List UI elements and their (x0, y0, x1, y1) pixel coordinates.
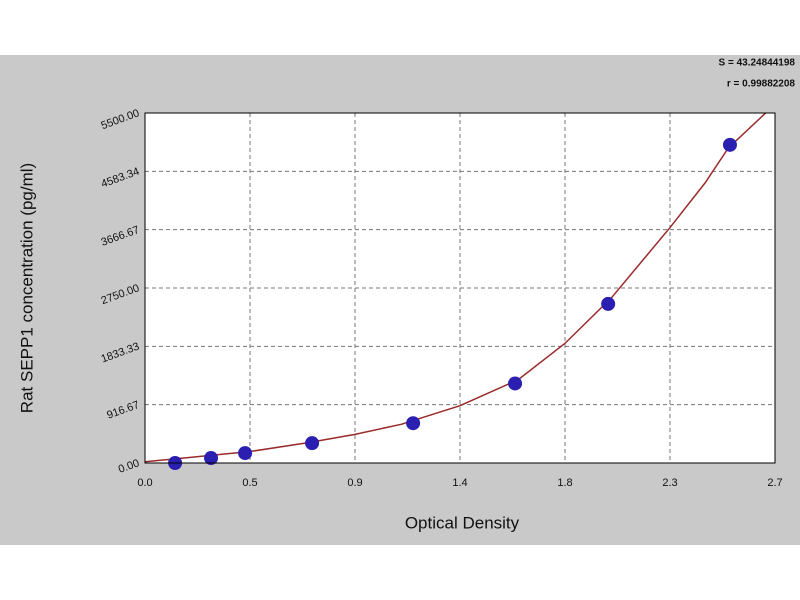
stat-r: r = 0.99882208 (727, 79, 796, 90)
data-point (305, 436, 320, 451)
fit-curve (144, 112, 767, 463)
x-tick-label: 0.5 (242, 477, 257, 489)
x-tick-label: 1.8 (557, 477, 572, 489)
y-axis-title: Rat SEPP1 concentration (pg/ml) (17, 163, 36, 413)
data-point (406, 416, 421, 431)
x-tick-label: 2.3 (662, 477, 677, 489)
data-point (601, 296, 616, 311)
x-tick-label: 0.9 (347, 477, 362, 489)
data-point (722, 137, 737, 152)
stat-s: S = 43.24844198 (719, 58, 796, 69)
data-point (238, 446, 253, 461)
x-tick-label: 2.7 (767, 477, 782, 489)
x-tick-label: 1.4 (452, 477, 467, 489)
x-tick-label: 0.0 (137, 477, 152, 489)
x-axis-title: Optical Density (405, 513, 520, 532)
plot-border (144, 112, 776, 464)
data-point (508, 376, 523, 391)
data-point (204, 451, 219, 466)
